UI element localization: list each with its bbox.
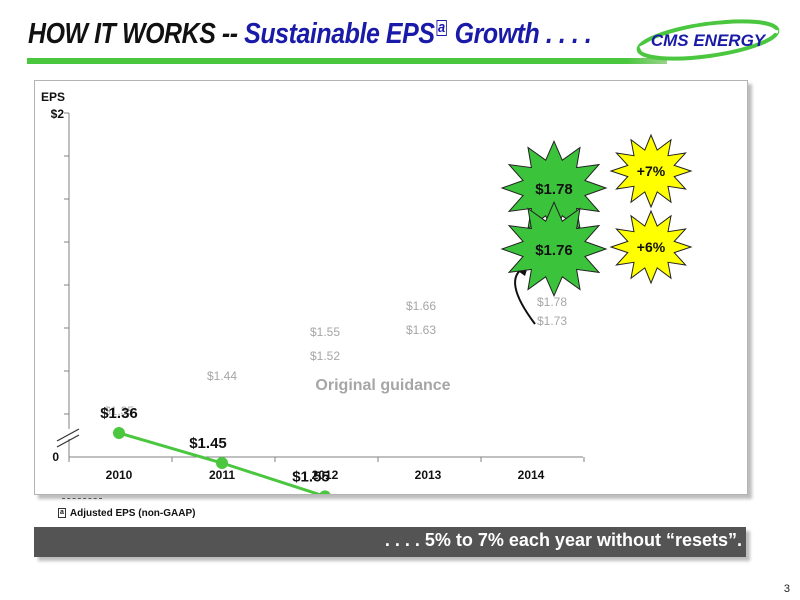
growth-high-label: +7% (637, 163, 666, 179)
guidance-value-label: $1.73 (537, 314, 567, 328)
title-suffix: Growth . . . . (448, 18, 592, 50)
eps-point (319, 490, 331, 494)
summary-banner: . . . . 5% to 7% each year without “rese… (34, 527, 746, 557)
growth-burst-high (609, 133, 693, 209)
eps-value-label: $1.45 (189, 435, 227, 452)
footnote: a Adjusted EPS (non-GAAP) (58, 498, 196, 519)
growth-burst-low (609, 209, 693, 285)
cms-energy-logo: CMS ENERGY (636, 19, 780, 61)
axis-break-mark (56, 434, 80, 448)
growth-low-label: +6% (637, 239, 666, 255)
guidance-value-label: $1.55 (310, 325, 340, 339)
projection-low-label: $1.76 (535, 242, 573, 259)
title-prefix: HOW IT WORKS -- (28, 18, 245, 50)
footnote-marker: a (58, 508, 66, 519)
eps-value-label: $1.55 (292, 468, 330, 485)
guidance-value-label: $1.78 (537, 295, 567, 309)
guidance-value-label: $1.35 (104, 404, 134, 418)
original-guidance: $1.35 $1.44 $1.55 $1.52 $1.66 $1.63 $1.78 $1.73… (104, 263, 567, 418)
eps-line (118, 431, 323, 494)
axes: EPS $2 0 2010 2011 2012 2013 2014 (41, 90, 585, 482)
summary-banner-text: . . . . 5% to 7% each year without “rese… (384, 530, 742, 550)
x-tick-label: 2014 (518, 468, 545, 482)
eps-series: $1.36$1.45$1.55$1.66 (100, 405, 331, 494)
title-main: Sustainable EPS (244, 18, 435, 50)
y-axis-title: EPS (41, 90, 65, 104)
x-tick-label: 2010 (106, 468, 133, 482)
page-number: 3 (783, 583, 790, 595)
footnote-text: Adjusted EPS (non-GAAP) (69, 508, 196, 519)
guidance-value-label: $1.63 (406, 323, 436, 337)
slide-title: HOW IT WORKS -- Sustainable EPS a Growth … (28, 18, 592, 51)
projection-high-label: $1.78 (535, 181, 573, 198)
x-tick-label: 2013 (415, 468, 442, 482)
y-tick-label: $2 (51, 107, 65, 121)
guidance-value-label: $1.44 (207, 369, 237, 383)
eps-point (113, 427, 125, 439)
title-underline (27, 58, 627, 64)
title-footnote-marker: a (436, 19, 447, 36)
axis-break-mark (56, 428, 80, 442)
guidance-value-label: $1.66 (406, 299, 436, 313)
eps-value-label: $1.36 (100, 405, 138, 422)
x-tick-label: 2012 (312, 468, 339, 482)
footnote-rule (62, 498, 102, 499)
guidance-value-label: $1.52 (310, 349, 340, 363)
eps-point (216, 457, 228, 469)
logo-text: CMS ENERGY (651, 31, 767, 50)
x-tick-label: 2011 (209, 468, 235, 482)
title-underline-fade (627, 58, 667, 64)
y-tick-label: 0 (52, 450, 59, 464)
projection-bursts: $1.78 $1.76 +7% +6% (500, 133, 693, 298)
guidance-caption: Original guidance (315, 377, 450, 394)
projection-burst-low (500, 200, 608, 298)
chart-panel: EPS $2 0 2010 2011 2012 2013 2014 $1.35 $1.44 $1.… (34, 80, 748, 495)
